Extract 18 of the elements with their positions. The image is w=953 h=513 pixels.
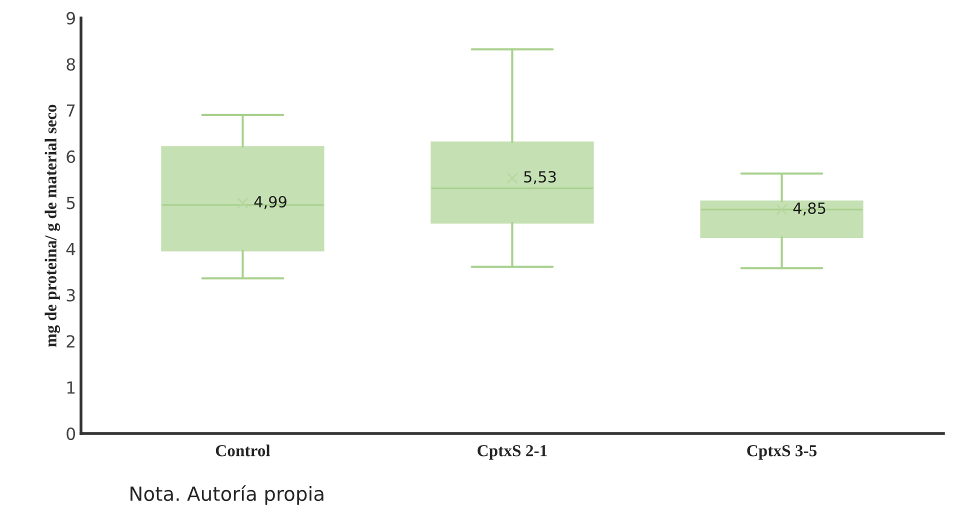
text: 4,85 [793,202,826,216]
text: Nota. Autoría propia [130,485,324,505]
text: 5,53 [524,171,556,184]
y-tick-label: 6 [66,150,76,164]
y-axis-title: mg de proteina/ g de material seco [44,104,60,347]
y-tick-label: 0 [66,427,76,440]
y-tick-label: 4 [66,242,76,256]
text: 4,99 [254,196,286,210]
y-tick-label: 8 [66,58,76,71]
y-tick-label: 1 [67,381,75,394]
x-tick-label: CptxS 2-1 [478,445,547,460]
y-tick-label: 3 [66,288,75,302]
x-tick-label: Control [216,444,270,456]
y-tick-label: 2 [66,335,74,348]
y-tick-label: 7 [66,104,75,117]
y-tick-label: 5 [66,196,75,210]
x-tick-label: CptxS 3-5 [747,445,817,460]
y-tick-label: 9 [66,12,75,25]
